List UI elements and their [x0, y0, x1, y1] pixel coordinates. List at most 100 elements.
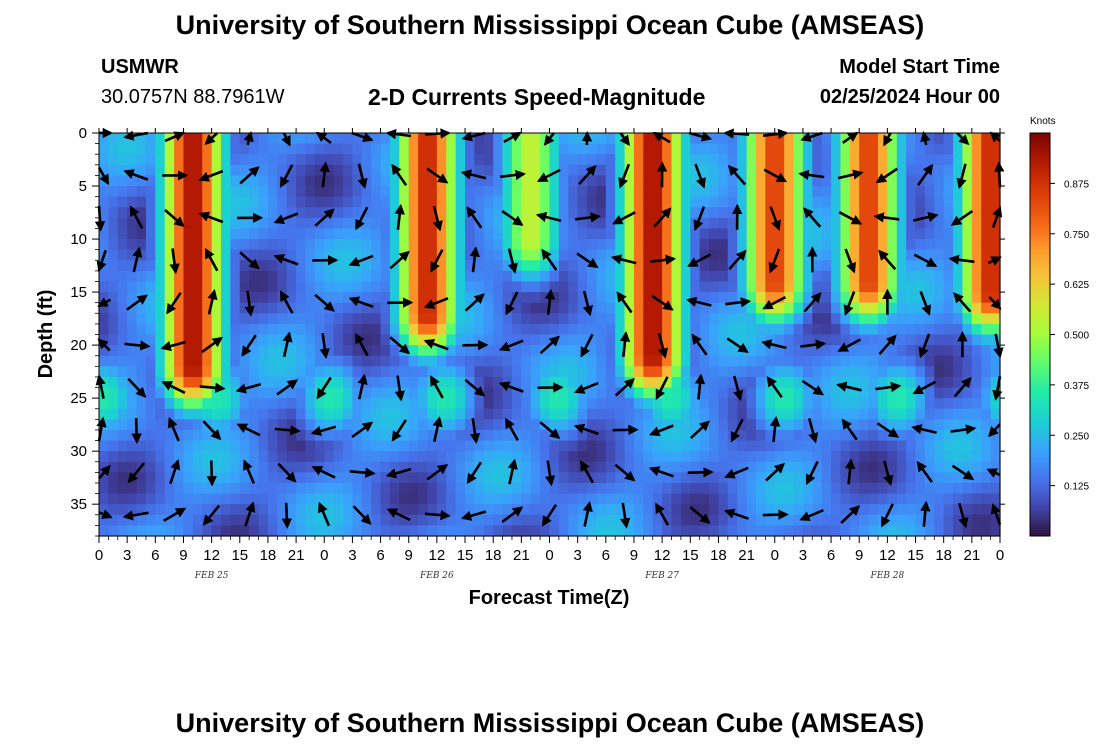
heatmap-cell	[896, 292, 907, 304]
heatmap-cell	[934, 334, 945, 346]
heatmap-cell	[953, 313, 964, 325]
heatmap-cell	[145, 239, 156, 251]
heatmap-cell	[737, 217, 748, 230]
heatmap-cell	[643, 504, 654, 516]
heatmap-cell	[774, 472, 785, 484]
current-vector	[164, 131, 186, 143]
chart-title: University of Southern Mississippi Ocean…	[175, 10, 925, 40]
heatmap-cell	[784, 461, 795, 473]
heatmap-cell	[436, 514, 447, 526]
heatmap-cell	[371, 270, 382, 283]
heatmap-cell	[765, 270, 776, 283]
heatmap-cell	[183, 217, 194, 230]
heatmap-cell	[267, 249, 278, 261]
heatmap-cell	[192, 133, 203, 145]
heatmap-cell	[352, 419, 363, 431]
heatmap-cell	[624, 323, 635, 336]
y-tick-label: 20	[70, 337, 87, 354]
heatmap-cell	[183, 249, 194, 261]
heatmap-cell	[436, 355, 447, 367]
heatmap-cell	[221, 472, 231, 484]
heatmap-cell	[530, 260, 541, 272]
heatmap-cell	[230, 525, 241, 537]
heatmap-cell	[286, 217, 297, 230]
heatmap-cell	[174, 228, 185, 240]
heatmap-cell	[699, 440, 710, 452]
current-vector	[202, 504, 221, 526]
heatmap-cell	[465, 355, 476, 367]
heatmap-cell	[802, 366, 813, 378]
heatmap-cell	[145, 323, 156, 336]
heatmap-cell	[540, 281, 551, 293]
heatmap-cell	[737, 493, 748, 505]
heatmap-cell	[183, 461, 194, 473]
heatmap-cell	[633, 207, 644, 219]
heatmap-cell	[877, 313, 888, 325]
heatmap-cell	[793, 175, 804, 187]
heatmap-cell	[117, 451, 128, 463]
heatmap-cell	[408, 355, 419, 367]
current-vector	[394, 375, 405, 402]
heatmap-cell	[709, 451, 720, 463]
heatmap-cell	[249, 461, 260, 473]
heatmap-cell	[267, 440, 278, 452]
heatmap-cell	[145, 504, 156, 516]
heatmap-cell	[530, 323, 541, 336]
heatmap-cell	[408, 249, 419, 261]
heatmap-cell	[812, 323, 823, 336]
heatmap-cell	[831, 504, 842, 516]
heatmap-cell	[737, 461, 748, 473]
heatmap-cell	[718, 472, 729, 484]
heatmap-cell	[821, 366, 832, 378]
heatmap-cell	[314, 525, 325, 537]
heatmap-cell	[192, 239, 203, 251]
heatmap-cell	[971, 514, 982, 526]
heatmap-cell	[530, 472, 541, 484]
current-vector	[243, 130, 254, 146]
heatmap-cell	[962, 408, 973, 420]
heatmap-cell	[915, 281, 926, 293]
heatmap-cell	[521, 440, 532, 452]
heatmap-cell	[211, 451, 222, 463]
heatmap-cell	[737, 504, 748, 516]
heatmap-cell	[99, 133, 109, 145]
heatmap-cell	[868, 239, 879, 251]
heatmap-cell	[249, 398, 260, 410]
heatmap-cell	[643, 493, 654, 505]
heatmap-cell	[408, 260, 419, 272]
heatmap-cell	[145, 398, 156, 410]
x-tick-label: 18	[260, 547, 277, 564]
heatmap-cell	[868, 196, 879, 208]
heatmap-cell	[652, 323, 663, 336]
heatmap-cell	[277, 154, 288, 166]
heatmap-cell	[380, 514, 391, 526]
heatmap-cell	[990, 292, 1001, 304]
heatmap-cell	[887, 292, 898, 304]
heatmap-cell	[258, 514, 269, 526]
colorbar-label: 0.750	[1064, 230, 1089, 241]
heatmap-cell	[352, 514, 363, 526]
heatmap-cell	[136, 196, 147, 208]
heatmap-cell	[389, 376, 400, 389]
heatmap-cell	[361, 525, 372, 537]
heatmap-cell	[483, 143, 494, 155]
heatmap-cell	[408, 133, 419, 145]
heatmap-cell	[802, 461, 813, 473]
heatmap-cell	[343, 143, 354, 155]
heatmap-cell	[633, 175, 644, 187]
heatmap-cell	[343, 440, 354, 452]
heatmap-cell	[211, 196, 222, 208]
heatmap-cell	[887, 355, 898, 367]
heatmap-cell	[380, 429, 391, 442]
heatmap-cell	[371, 281, 382, 293]
heatmap-cell	[643, 461, 654, 473]
heatmap-cell	[662, 429, 673, 442]
heatmap-cell	[192, 429, 203, 442]
heatmap-cell	[558, 376, 569, 389]
heatmap-cell	[389, 493, 400, 505]
heatmap-cell	[915, 196, 926, 208]
heatmap-cell	[802, 143, 813, 155]
current-vector	[800, 131, 823, 142]
heatmap-cell	[221, 292, 231, 304]
heatmap-cell	[577, 313, 588, 325]
